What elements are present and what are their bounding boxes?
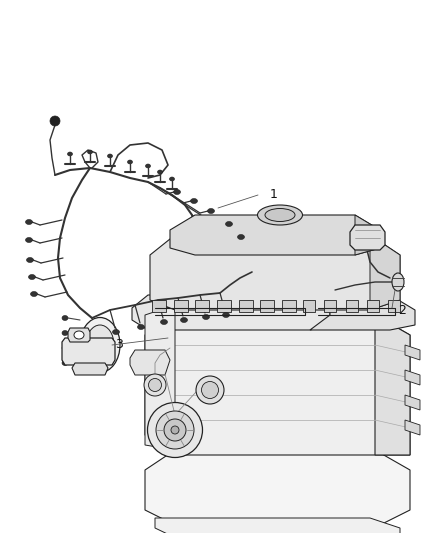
Polygon shape <box>405 345 420 360</box>
Ellipse shape <box>191 198 198 204</box>
Polygon shape <box>310 295 415 330</box>
Ellipse shape <box>80 318 120 373</box>
Polygon shape <box>355 215 380 255</box>
Bar <box>152 300 166 312</box>
Ellipse shape <box>196 376 224 404</box>
Ellipse shape <box>27 257 33 262</box>
Ellipse shape <box>202 314 209 319</box>
Polygon shape <box>145 315 410 455</box>
Polygon shape <box>68 328 90 342</box>
Bar <box>195 300 209 312</box>
Ellipse shape <box>74 331 84 339</box>
Polygon shape <box>350 225 385 250</box>
Polygon shape <box>150 235 400 310</box>
Polygon shape <box>132 295 330 330</box>
Bar <box>367 300 379 312</box>
Ellipse shape <box>88 150 92 154</box>
Polygon shape <box>405 395 420 410</box>
Ellipse shape <box>171 231 199 249</box>
Bar <box>303 300 315 312</box>
Polygon shape <box>145 450 410 525</box>
Ellipse shape <box>351 231 379 249</box>
Bar <box>324 300 336 312</box>
Ellipse shape <box>148 402 202 457</box>
Ellipse shape <box>170 177 174 181</box>
Ellipse shape <box>226 222 233 227</box>
Ellipse shape <box>325 231 353 249</box>
Ellipse shape <box>25 220 32 224</box>
Bar <box>260 300 274 312</box>
Ellipse shape <box>201 382 219 399</box>
Ellipse shape <box>237 235 244 239</box>
Ellipse shape <box>173 190 180 195</box>
Ellipse shape <box>148 378 162 392</box>
Ellipse shape <box>197 231 225 249</box>
Ellipse shape <box>62 360 68 366</box>
Ellipse shape <box>67 152 73 156</box>
Ellipse shape <box>258 205 303 225</box>
Ellipse shape <box>158 170 162 174</box>
Ellipse shape <box>171 426 179 434</box>
Ellipse shape <box>145 164 151 168</box>
Ellipse shape <box>50 116 60 126</box>
Ellipse shape <box>31 292 38 296</box>
Polygon shape <box>155 518 400 533</box>
Ellipse shape <box>62 330 68 335</box>
Polygon shape <box>62 338 115 365</box>
Bar <box>239 300 253 312</box>
Ellipse shape <box>164 419 186 441</box>
Bar <box>173 300 187 312</box>
Polygon shape <box>170 215 380 255</box>
Ellipse shape <box>107 154 113 158</box>
Ellipse shape <box>144 374 166 396</box>
Ellipse shape <box>25 238 32 243</box>
Ellipse shape <box>274 231 302 249</box>
Bar <box>282 300 296 312</box>
Polygon shape <box>145 305 175 450</box>
Ellipse shape <box>62 345 68 351</box>
Polygon shape <box>405 370 420 385</box>
Polygon shape <box>405 420 420 435</box>
Ellipse shape <box>127 160 133 164</box>
Polygon shape <box>375 315 410 455</box>
Polygon shape <box>72 363 108 375</box>
Text: 1: 1 <box>270 189 278 201</box>
Ellipse shape <box>208 208 215 214</box>
Ellipse shape <box>160 319 167 325</box>
Ellipse shape <box>28 274 35 279</box>
Ellipse shape <box>62 316 68 320</box>
Bar <box>346 300 357 312</box>
Text: 2: 2 <box>398 303 406 317</box>
Bar <box>388 300 400 312</box>
Ellipse shape <box>138 325 145 329</box>
Ellipse shape <box>86 325 114 365</box>
Ellipse shape <box>300 231 328 249</box>
Polygon shape <box>370 235 400 310</box>
Text: 3: 3 <box>115 338 123 351</box>
Ellipse shape <box>223 312 230 318</box>
Ellipse shape <box>156 411 194 449</box>
Ellipse shape <box>113 329 120 335</box>
Ellipse shape <box>248 231 276 249</box>
Ellipse shape <box>223 231 251 249</box>
Polygon shape <box>130 350 170 375</box>
Ellipse shape <box>392 273 404 291</box>
Ellipse shape <box>180 318 187 322</box>
Bar <box>217 300 231 312</box>
Ellipse shape <box>265 208 295 222</box>
